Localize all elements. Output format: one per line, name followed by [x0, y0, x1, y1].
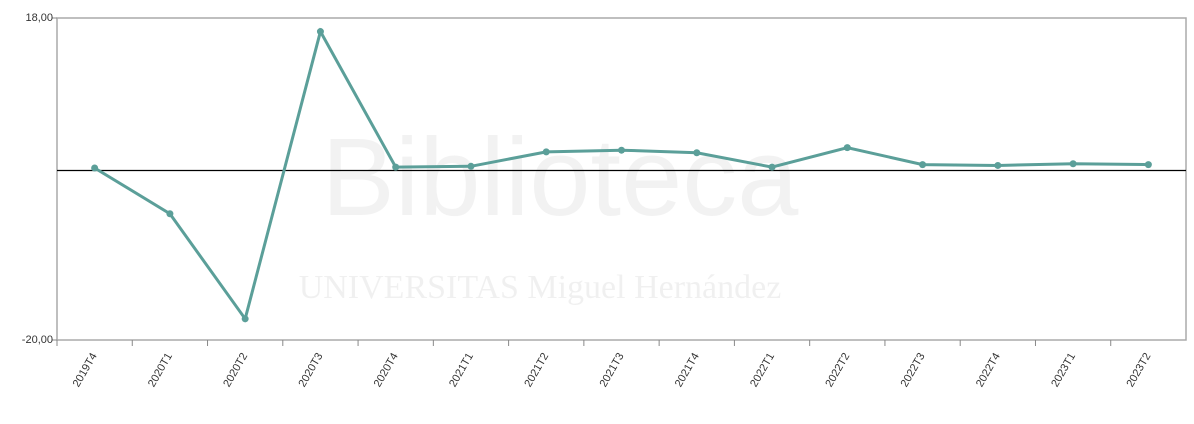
- x-tick-label: 2021T3: [598, 351, 627, 389]
- x-tick-label: 2021T2: [522, 351, 551, 389]
- point: [843, 144, 851, 152]
- point: [467, 162, 475, 170]
- x-tick-label: 2023T1: [1049, 351, 1078, 389]
- x-tick-label: 2021T1: [447, 351, 476, 389]
- watermark-subtitle: UNIVERSITAS Miguel Hernández: [299, 269, 782, 306]
- point: [919, 161, 927, 169]
- plot-frame: [56, 17, 1187, 341]
- y-tick-label: 18,00: [25, 12, 53, 24]
- x-tick-label: 2021T4: [673, 351, 702, 389]
- x-tick-label: 2022T2: [823, 351, 852, 389]
- point: [618, 146, 625, 154]
- x-tick-label: 2022T4: [974, 351, 1003, 389]
- point: [542, 148, 550, 156]
- x-tick-label: 2020T3: [296, 351, 325, 389]
- x-tick-label: 2019T4: [71, 351, 100, 389]
- point: [316, 28, 324, 36]
- point: [693, 149, 701, 157]
- x-tick-label: 2022T1: [748, 351, 777, 389]
- x-tick-label: 2020T1: [146, 351, 175, 389]
- x-tick-label: 2023T2: [1124, 351, 1153, 389]
- point: [392, 163, 400, 171]
- point: [166, 210, 174, 218]
- point: [768, 163, 776, 171]
- point: [994, 161, 1002, 169]
- x-tick-label: 2022T3: [899, 351, 928, 389]
- point: [1144, 161, 1152, 169]
- point: [241, 315, 249, 323]
- watermark-title: Biblioteca: [322, 116, 800, 239]
- point: [91, 164, 99, 172]
- point: [1069, 160, 1077, 168]
- x-tick-label: 2020T4: [372, 351, 401, 389]
- x-tick-label: 2020T2: [221, 351, 250, 389]
- y-tick-label: -20,00: [22, 334, 53, 346]
